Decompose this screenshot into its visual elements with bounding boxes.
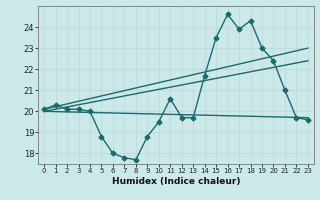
X-axis label: Humidex (Indice chaleur): Humidex (Indice chaleur) bbox=[112, 177, 240, 186]
